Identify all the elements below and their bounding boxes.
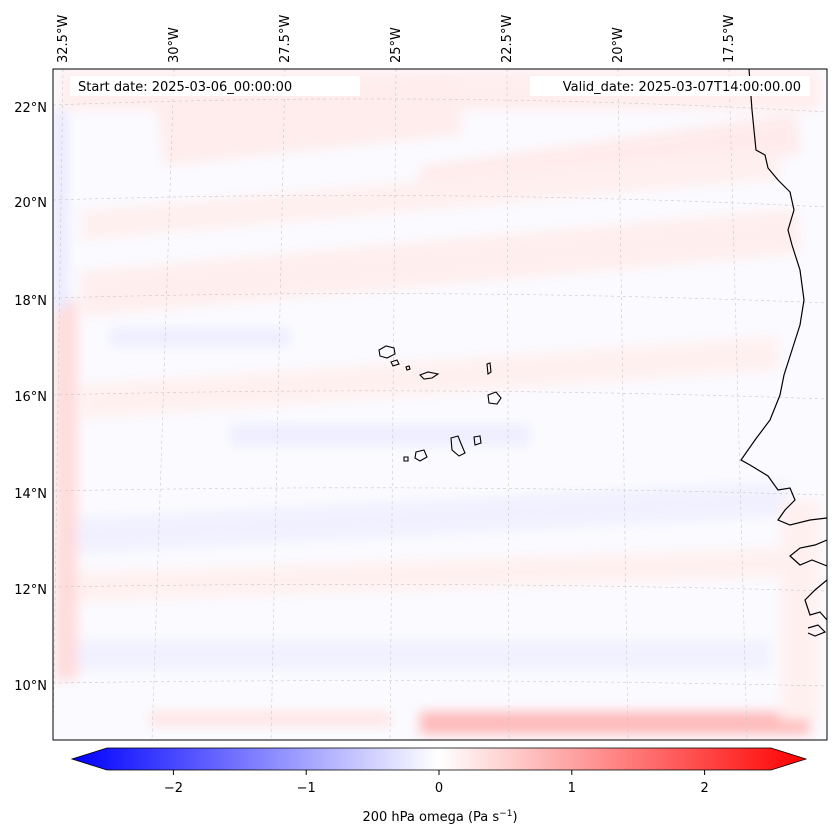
lat-label: 14°N <box>14 487 47 502</box>
island-sal <box>486 362 492 375</box>
island-boa-vista <box>487 391 502 405</box>
map-frame <box>52 68 828 741</box>
island-sao-vicente <box>390 359 400 367</box>
lon-label: 25°W <box>389 27 404 63</box>
gridlines <box>53 69 827 740</box>
longitude-labels: 32.5°W 30°W 27.5°W 25°W 22.5°W 20°W 17.5°W <box>56 15 737 63</box>
island-brava <box>403 456 409 462</box>
colorbar-tick-label: 0 <box>435 781 443 796</box>
valid-date-text: Valid_date: 2025-03-07T14:00:00.00 <box>563 80 801 95</box>
colorbar-tick-label: 2 <box>700 781 708 796</box>
lat-label: 18°N <box>14 294 47 309</box>
start-date-box <box>70 76 360 96</box>
lon-label: 22.5°W <box>500 15 515 63</box>
lat-label: 12°N <box>14 583 47 598</box>
lat-label: 16°N <box>14 390 47 405</box>
island-sao-nicolau <box>419 371 440 380</box>
lon-label: 20°W <box>611 27 626 63</box>
lon-label: 32.5°W <box>56 15 71 63</box>
valid-date-box <box>530 76 810 96</box>
lat-label: 20°N <box>14 196 47 211</box>
colorbar-body <box>70 747 808 771</box>
island-santa-luzia <box>405 365 411 371</box>
lon-label: 30°W <box>167 27 182 63</box>
latitude-labels: 22°N 20°N 18°N 16°N 14°N 12°N 10°N <box>14 101 47 694</box>
colorbar-ticks: −2 −1 0 1 2 <box>164 770 709 796</box>
start-date-text: Start date: 2025-03-06_00:00:00 <box>78 80 292 95</box>
island-santiago <box>450 435 466 457</box>
island-fogo <box>414 449 428 462</box>
lon-label: 17.5°W <box>722 15 737 63</box>
colorbar: −2 −1 0 1 2 200 hPa omega (Pa s−1) <box>70 747 808 825</box>
colorbar-tick-label: −1 <box>297 781 316 796</box>
coastlines <box>740 69 827 637</box>
lon-label: 27.5°W <box>278 15 293 63</box>
colorbar-label: 200 hPa omega (Pa s−1) <box>362 809 517 825</box>
lat-label: 22°N <box>14 101 47 116</box>
colorbar-tick-label: 1 <box>568 781 576 796</box>
island-maio <box>473 435 482 446</box>
africa-coastline <box>740 69 827 637</box>
cape-verde-islands <box>378 345 502 462</box>
colorbar-tick-label: −2 <box>164 781 183 796</box>
lat-label: 10°N <box>14 679 47 694</box>
island-santo-antao <box>378 345 396 359</box>
